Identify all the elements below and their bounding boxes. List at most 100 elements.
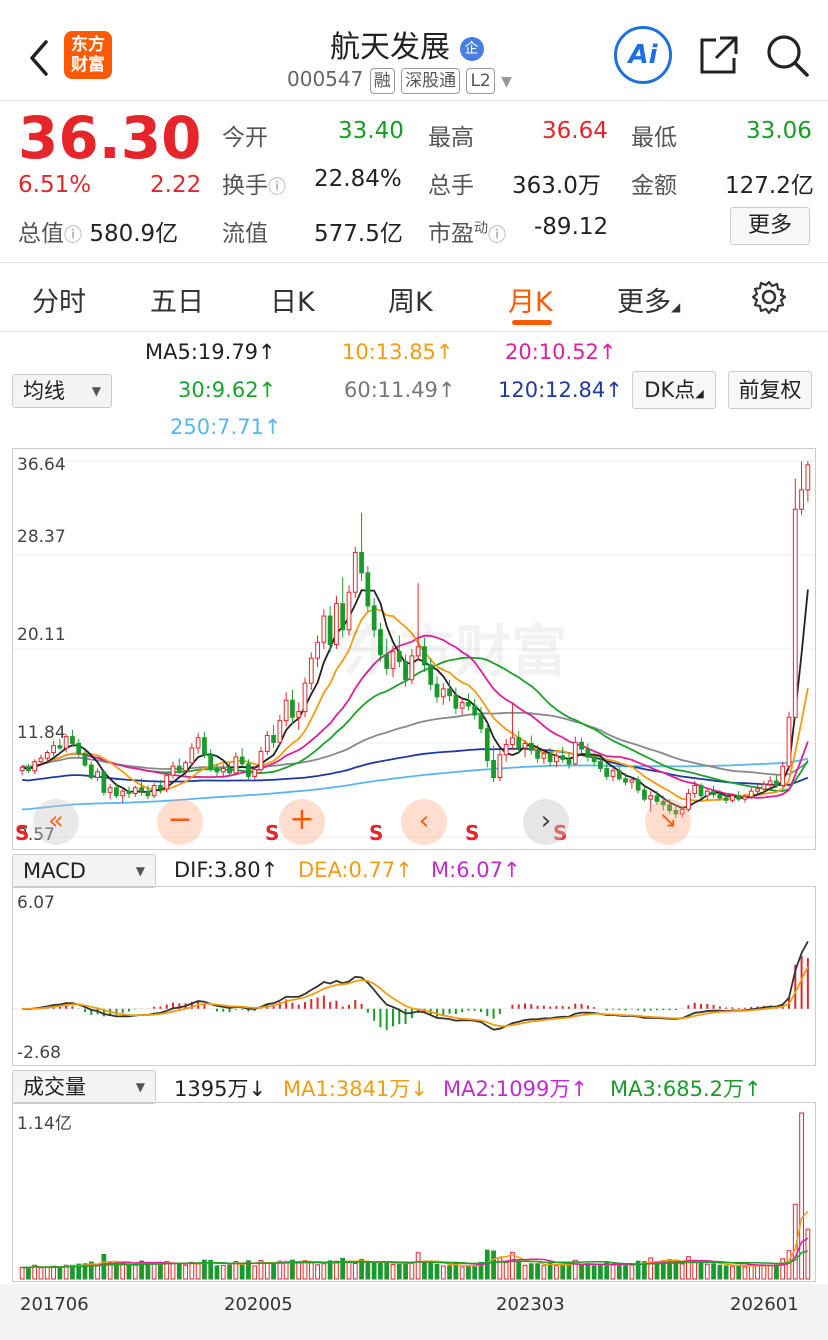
volume-bar bbox=[579, 1264, 584, 1280]
candle-body bbox=[296, 711, 302, 718]
candle-body bbox=[57, 745, 63, 749]
volume-bar bbox=[158, 1263, 163, 1280]
info-icon[interactable]: ⓘ bbox=[64, 225, 82, 246]
candle-body bbox=[805, 464, 811, 491]
current-price: 36.30 bbox=[18, 104, 202, 172]
tab-daily-k[interactable]: 日K bbox=[270, 287, 315, 318]
search-icon[interactable] bbox=[764, 32, 810, 78]
candle-body bbox=[101, 771, 107, 793]
zoom-out-button[interactable]: − bbox=[157, 799, 203, 845]
chevron-down-icon[interactable]: ▼ bbox=[501, 74, 512, 90]
volume-bar bbox=[560, 1264, 566, 1280]
candle-body bbox=[572, 741, 578, 765]
volume-bar bbox=[723, 1265, 729, 1280]
turnover-label: 换手ⓘ bbox=[222, 173, 286, 199]
tab-more[interactable]: 更多◢ bbox=[617, 287, 681, 318]
volume-bar bbox=[566, 1264, 572, 1280]
volume-bar bbox=[459, 1266, 465, 1280]
candle-body bbox=[447, 688, 452, 697]
settings-icon[interactable] bbox=[751, 279, 787, 315]
candle-body bbox=[170, 765, 176, 776]
ma30-label: 30:9.62↑ bbox=[178, 378, 277, 402]
share-icon[interactable] bbox=[696, 34, 740, 78]
macd-panel[interactable]: 6.07 -2.68 bbox=[12, 886, 816, 1066]
ma120-line bbox=[22, 747, 809, 787]
volume-bar bbox=[290, 1259, 295, 1280]
back-icon[interactable] bbox=[24, 38, 54, 78]
tab-intraday[interactable]: 分时 bbox=[32, 287, 86, 318]
tab-monthly-k[interactable]: 月K bbox=[508, 287, 553, 318]
candle-body bbox=[44, 752, 50, 759]
adjust-button[interactable]: 前复权 bbox=[728, 371, 812, 409]
more-button[interactable]: 更多 bbox=[730, 207, 810, 245]
sell-mark: S bbox=[265, 821, 280, 845]
candle-body bbox=[642, 789, 647, 800]
volume-bar bbox=[359, 1258, 364, 1280]
volume-bar bbox=[384, 1261, 390, 1280]
info-icon[interactable]: ⓘ bbox=[488, 225, 506, 246]
volume-bar bbox=[484, 1249, 490, 1280]
candle-body bbox=[38, 757, 44, 763]
ma60-label: 60:11.49↑ bbox=[344, 378, 456, 402]
volume-bar bbox=[233, 1261, 239, 1280]
candle-body bbox=[472, 705, 478, 716]
volume-bar bbox=[271, 1262, 276, 1280]
candle-body bbox=[202, 737, 207, 756]
volume-selector[interactable]: 成交量 ▼ bbox=[12, 1070, 156, 1104]
candle-body bbox=[246, 763, 251, 777]
volume-bar bbox=[440, 1265, 446, 1280]
candle-body bbox=[598, 761, 603, 769]
volume-bar bbox=[572, 1259, 578, 1280]
scroll-right-button[interactable]: › bbox=[523, 799, 569, 845]
ma20-label: 20:10.52↑ bbox=[505, 340, 617, 364]
candle-body bbox=[673, 810, 679, 815]
candle-body bbox=[786, 716, 792, 767]
volume-bar bbox=[585, 1263, 591, 1280]
zoom-in-button[interactable]: + bbox=[279, 799, 325, 845]
volume-bar bbox=[591, 1265, 597, 1280]
info-icon[interactable]: ⓘ bbox=[268, 177, 286, 198]
volume-bar bbox=[403, 1262, 408, 1280]
mktcap: 总值ⓘ 580.9亿 bbox=[18, 221, 179, 247]
candle-body bbox=[792, 508, 798, 718]
candle-body bbox=[654, 795, 660, 802]
volume-bar bbox=[422, 1262, 427, 1280]
candle-body bbox=[321, 615, 327, 643]
candle-body bbox=[547, 753, 553, 763]
scroll-left-button[interactable]: ‹ bbox=[401, 799, 447, 845]
candle-body bbox=[484, 728, 490, 761]
candle-body bbox=[346, 591, 352, 631]
volume-bar bbox=[38, 1267, 44, 1280]
volume-bar bbox=[340, 1257, 346, 1280]
tab-five-day[interactable]: 五日 bbox=[150, 287, 204, 318]
candle-body bbox=[189, 747, 195, 764]
volume-panel[interactable]: 1.14亿 bbox=[12, 1102, 816, 1282]
volume-bar bbox=[82, 1263, 88, 1280]
tab-weekly-k[interactable]: 周K bbox=[388, 287, 433, 318]
macd-chart bbox=[13, 940, 815, 1031]
macd-selector[interactable]: MACD ▼ bbox=[12, 854, 156, 888]
volume-bar bbox=[176, 1263, 182, 1280]
kline-panel[interactable]: 东方财富 36.64 28.37 20.11 11.84 3.57 S S S … bbox=[12, 448, 816, 850]
dk-point-button[interactable]: DK点◢ bbox=[632, 371, 716, 409]
scroll-end-button[interactable]: ↘ bbox=[645, 799, 691, 845]
low-value: 33.06 bbox=[746, 118, 812, 144]
candle-body bbox=[591, 756, 597, 763]
volume-bar bbox=[44, 1266, 50, 1280]
y-label-5: 3.57 bbox=[17, 825, 55, 845]
candle-body bbox=[755, 788, 760, 792]
candle-body bbox=[478, 714, 484, 730]
ma-selector[interactable]: 均线 ▼ bbox=[12, 374, 112, 408]
volume-bar bbox=[805, 1228, 811, 1280]
amount-value: 127.2亿 bbox=[725, 173, 814, 199]
ai-icon[interactable]: Ai bbox=[614, 26, 672, 84]
candle-body bbox=[516, 737, 522, 749]
volume-bar bbox=[277, 1260, 283, 1280]
page-title: 航天发展 企 bbox=[330, 22, 484, 66]
scroll-left-fast-button[interactable]: « bbox=[33, 799, 79, 845]
volume-bar bbox=[415, 1252, 421, 1280]
header-divider bbox=[0, 100, 828, 101]
volume-bar bbox=[447, 1265, 452, 1280]
float-label: 流值 bbox=[222, 221, 268, 247]
volume-bar bbox=[522, 1264, 528, 1280]
